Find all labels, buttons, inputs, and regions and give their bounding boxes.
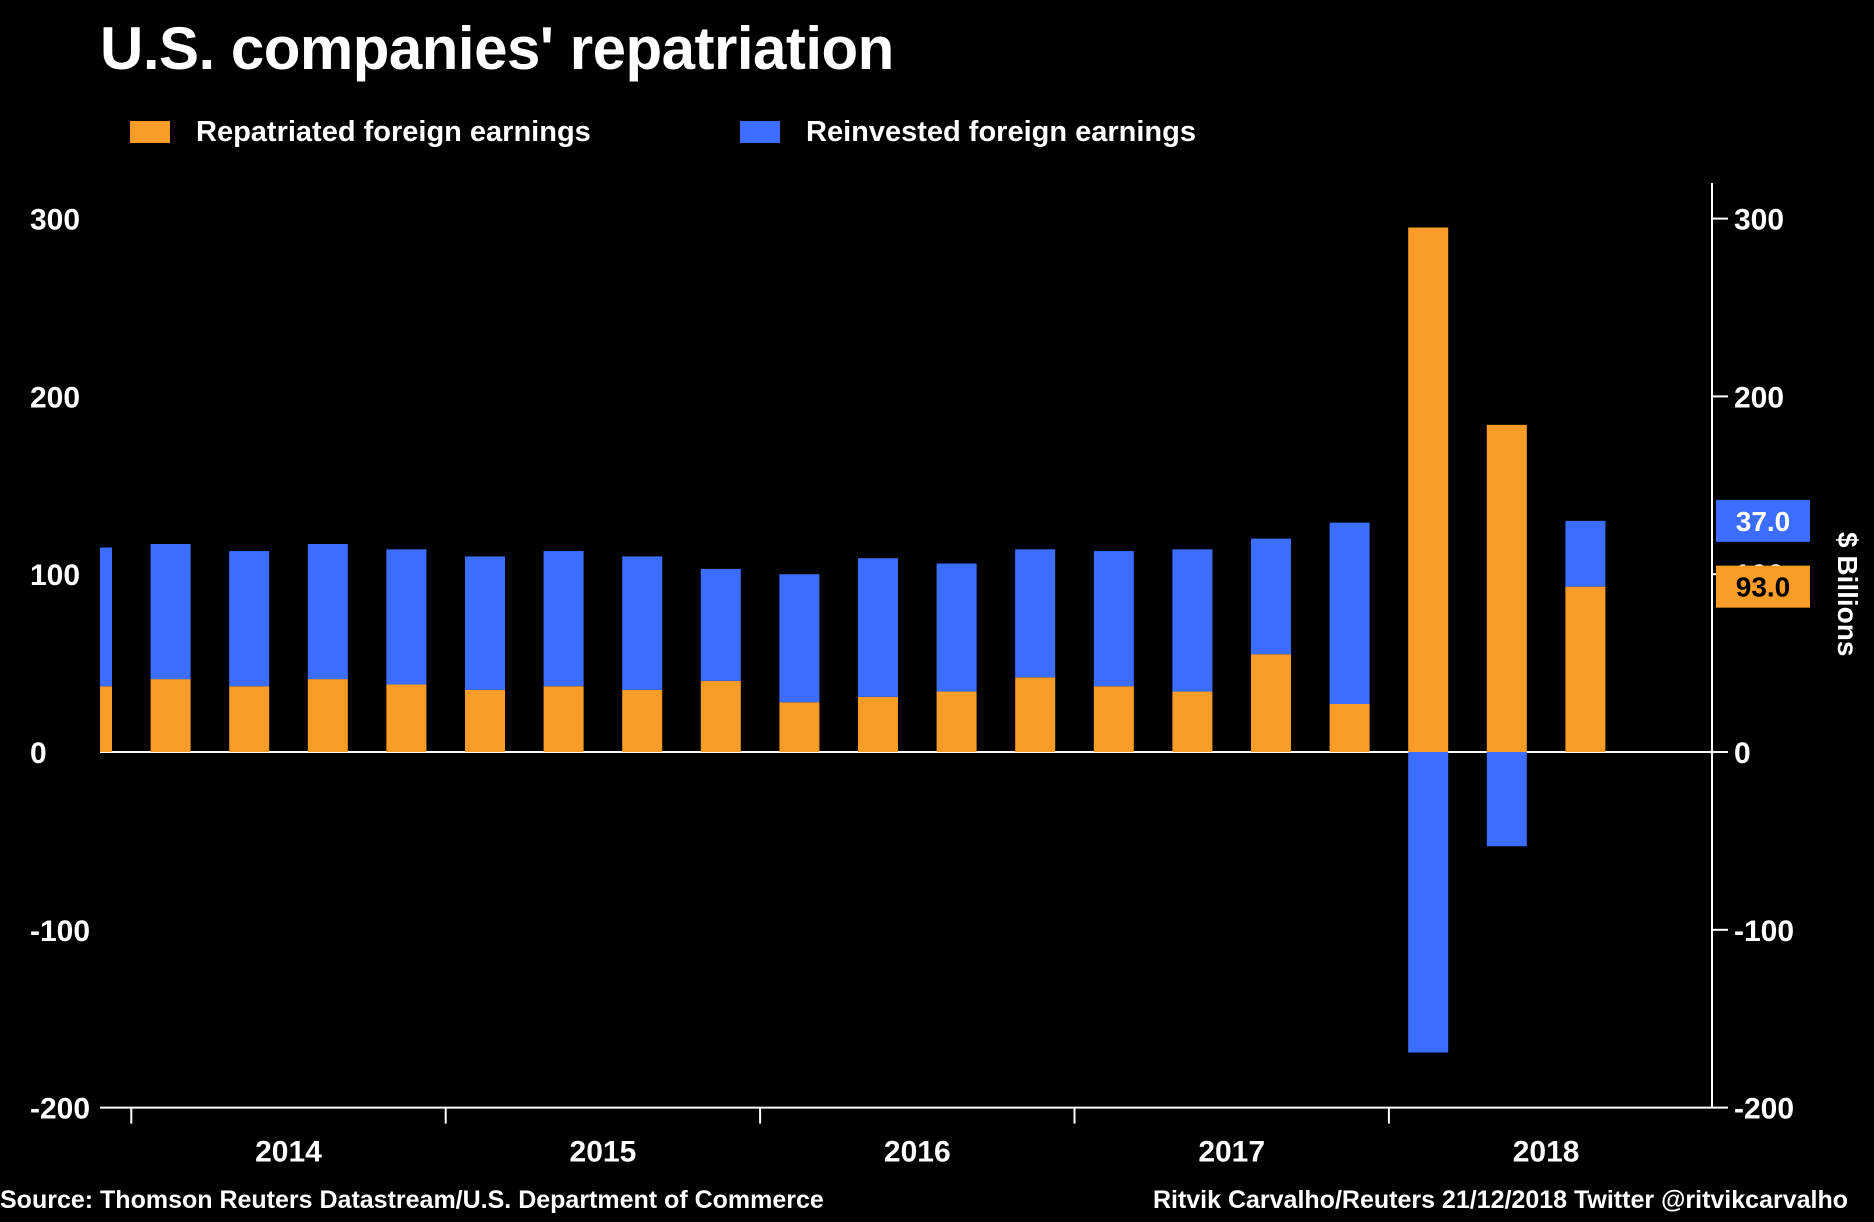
y-axis-unit-label: $ Billions bbox=[1832, 532, 1863, 656]
bar-reinvested bbox=[1015, 549, 1056, 678]
bar-repatriated bbox=[1172, 691, 1213, 752]
y-tick-label-right: 0 bbox=[1734, 737, 1751, 770]
bar-reinvested bbox=[229, 551, 270, 687]
legend-swatch-reinvested bbox=[740, 121, 780, 143]
y-tick-label-right: 200 bbox=[1734, 381, 1784, 414]
y-tick-label-left: 200 bbox=[30, 381, 80, 414]
bar-reinvested bbox=[465, 556, 505, 690]
bar-repatriated bbox=[1565, 586, 1606, 752]
bar-reinvested bbox=[1329, 522, 1370, 704]
y-tick-label-left: 300 bbox=[30, 204, 80, 237]
source-note: Source: Thomson Reuters Datastream/U.S. … bbox=[0, 1186, 824, 1214]
x-year-label: 2017 bbox=[1198, 1136, 1265, 1169]
bar-repatriated bbox=[386, 684, 427, 752]
legend-label-reinvested: Reinvested foreign earnings bbox=[806, 115, 1196, 148]
bar-repatriated bbox=[100, 686, 112, 752]
callout-value-repatriated: 93.0 bbox=[1736, 572, 1791, 603]
legend-swatch-repatriated bbox=[130, 121, 170, 143]
bar-reinvested bbox=[858, 558, 898, 697]
bar-reinvested bbox=[1093, 551, 1134, 687]
bar-repatriated bbox=[1093, 686, 1134, 752]
bar-repatriated bbox=[622, 689, 663, 752]
bar-reinvested bbox=[1172, 549, 1213, 692]
legend-item-repatriated: Repatriated foreign earnings bbox=[130, 110, 591, 154]
bar-reinvested bbox=[1565, 520, 1606, 587]
x-year-label: 2016 bbox=[884, 1136, 951, 1169]
credit-note: Ritvik Carvalho/Reuters 21/12/2018 Twitt… bbox=[1152, 1186, 1848, 1214]
bar-repatriated bbox=[936, 691, 977, 752]
bar-repatriated bbox=[700, 680, 741, 752]
bar-reinvested bbox=[1486, 752, 1527, 847]
bar-reinvested bbox=[100, 547, 112, 687]
y-tick-label-right: 300 bbox=[1734, 204, 1784, 237]
bar-reinvested bbox=[936, 563, 977, 692]
bar-repatriated bbox=[858, 696, 898, 752]
bar-reinvested bbox=[1251, 538, 1291, 655]
bar-reinvested bbox=[543, 551, 584, 687]
bar-repatriated bbox=[307, 679, 348, 752]
bar-reinvested bbox=[150, 543, 191, 680]
legend-label-repatriated: Repatriated foreign earnings bbox=[196, 115, 591, 148]
y-tick-label-right: -100 bbox=[1734, 915, 1794, 948]
bar-reinvested bbox=[307, 543, 348, 680]
y-tick-label-left: 100 bbox=[30, 559, 80, 592]
legend-item-reinvested: Reinvested foreign earnings bbox=[740, 110, 1196, 154]
callout-value-reinvested: 37.0 bbox=[1736, 506, 1791, 537]
callout-box-reinvested bbox=[1716, 499, 1810, 542]
callout-box-repatriated bbox=[1716, 565, 1810, 608]
bar-repatriated bbox=[229, 686, 270, 752]
y-tick-label-left: -200 bbox=[30, 1093, 90, 1126]
bar-repatriated bbox=[1015, 677, 1056, 752]
x-year-label: 2015 bbox=[570, 1136, 637, 1169]
bar-repatriated bbox=[150, 679, 191, 752]
bar-repatriated bbox=[1251, 654, 1291, 752]
bar-reinvested bbox=[700, 568, 741, 681]
x-year-label: 2014 bbox=[255, 1136, 322, 1169]
bar-repatriated bbox=[465, 689, 505, 752]
y-tick-label-left: -100 bbox=[30, 915, 90, 948]
y-tick-label-right: -200 bbox=[1734, 1093, 1794, 1126]
bar-repatriated bbox=[543, 686, 584, 752]
bar-reinvested bbox=[1408, 752, 1449, 1053]
bar-repatriated bbox=[1486, 424, 1527, 752]
bar-repatriated bbox=[779, 702, 820, 752]
x-year-label: 2018 bbox=[1513, 1136, 1580, 1169]
y-tick-label-left: 0 bbox=[30, 737, 47, 770]
bar-reinvested bbox=[386, 549, 427, 685]
bar-repatriated bbox=[1329, 703, 1370, 752]
chart-title: U.S. companies' repatriation bbox=[100, 15, 894, 82]
bar-reinvested bbox=[622, 556, 663, 690]
bar-reinvested bbox=[779, 574, 820, 703]
bar-repatriated bbox=[1408, 227, 1449, 753]
